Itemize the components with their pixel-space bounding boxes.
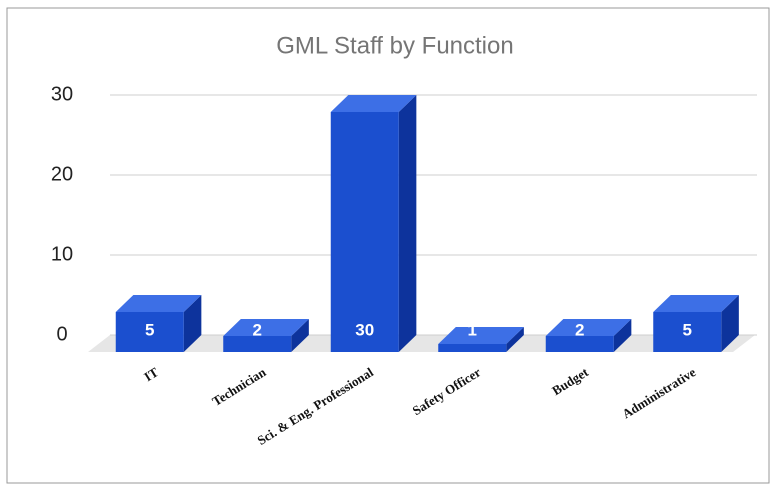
bar-top (115, 295, 202, 312)
bar-side (398, 95, 417, 352)
bar-side (721, 295, 739, 352)
bar-side (613, 319, 632, 352)
bar (223, 336, 292, 352)
bar-top (330, 95, 417, 112)
bar-side (506, 327, 524, 352)
bar-top (223, 319, 309, 336)
value-label: 5 (145, 320, 154, 339)
bar (115, 312, 184, 352)
bar-top (438, 327, 524, 344)
bar (438, 344, 507, 352)
value-label: 2 (253, 320, 262, 339)
bar (330, 112, 399, 352)
bar (545, 336, 614, 352)
value-label: 1 (468, 320, 477, 339)
bar-side (291, 319, 309, 352)
value-label: 5 (683, 320, 692, 339)
bar-side (183, 295, 202, 352)
y-tick-label: 0 (56, 323, 67, 345)
bar-top (545, 319, 632, 336)
y-tick-label: 30 (51, 83, 73, 105)
y-tick-label: 10 (51, 243, 73, 265)
bar (653, 312, 722, 352)
value-label: 30 (355, 320, 374, 339)
chart-title: GML Staff by Function (276, 32, 513, 59)
bar-top (653, 295, 739, 312)
value-label: 2 (575, 320, 584, 339)
y-tick-label: 20 (51, 163, 73, 185)
